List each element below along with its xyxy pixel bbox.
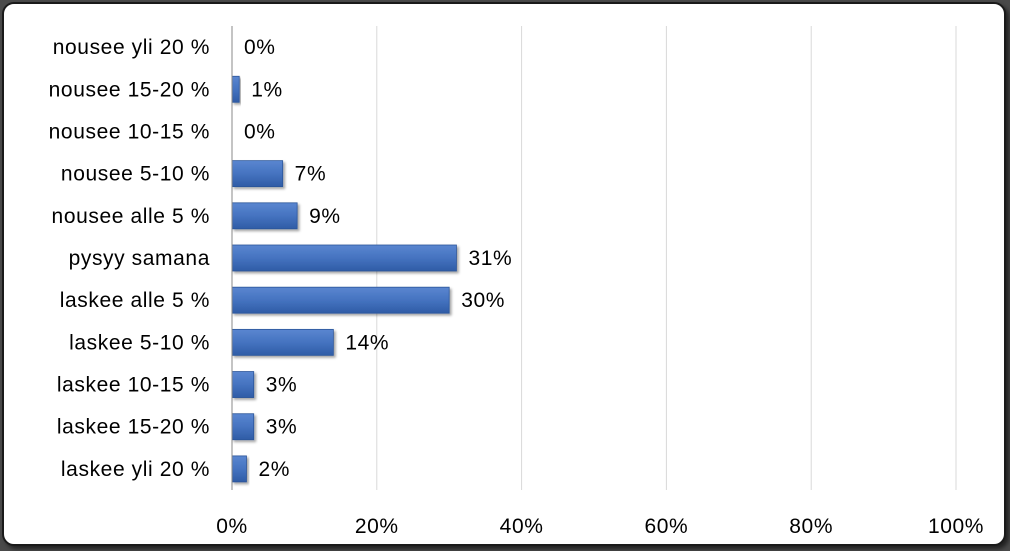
category-label: laskee yli 20 % — [61, 458, 210, 481]
category-label: laskee 10-15 % — [57, 374, 210, 397]
category-label: nousee alle 5 % — [52, 205, 210, 228]
bar — [231, 328, 334, 356]
bar — [231, 75, 240, 103]
value-labels: 0% 1% 0% 7% 9% 31% 30% 14% 3% 3% 2% — [244, 36, 512, 481]
value-label: 30% — [461, 289, 505, 312]
value-label: 2% — [258, 458, 290, 481]
gridlines — [376, 26, 957, 490]
bar — [231, 244, 457, 272]
x-axis-tick-labels: 0% 20% 40% 60% 80% 100% — [216, 515, 984, 538]
bar — [231, 160, 284, 188]
x-tick-label: 80% — [789, 515, 833, 538]
x-tick-label: 40% — [500, 515, 544, 538]
category-label: nousee 10-15 % — [49, 120, 210, 143]
category-label: nousee yli 20 % — [53, 36, 210, 59]
category-label: laskee 5-10 % — [69, 331, 210, 354]
value-label: 3% — [266, 416, 298, 439]
bar — [231, 455, 247, 483]
value-label: 7% — [295, 163, 327, 186]
value-label: 9% — [309, 205, 341, 228]
value-label: 1% — [251, 78, 283, 101]
x-tick-label: 100% — [928, 515, 984, 538]
x-tick-label: 0% — [216, 515, 248, 538]
bar — [231, 202, 298, 230]
value-label: 3% — [266, 374, 298, 397]
category-labels: nousee yli 20 % nousee 15-20 % nousee 10-1… — [49, 36, 210, 481]
horizontal-bar-chart: nousee yli 20 % nousee 15-20 % nousee 10-1… — [49, 26, 984, 538]
bar — [231, 286, 450, 314]
value-label: 14% — [345, 331, 389, 354]
value-label: 31% — [468, 247, 512, 270]
category-label: nousee 5-10 % — [61, 163, 210, 186]
value-label: 0% — [244, 36, 276, 59]
category-label: nousee 15-20 % — [49, 78, 210, 101]
x-tick-label: 20% — [355, 515, 399, 538]
category-label: laskee alle 5 % — [60, 289, 210, 312]
bar — [231, 413, 255, 441]
category-label: laskee 15-20 % — [57, 416, 210, 439]
value-label: 0% — [244, 120, 276, 143]
bar — [231, 371, 255, 398]
category-label: pysyy samana — [69, 247, 210, 270]
x-tick-label: 60% — [644, 515, 688, 538]
